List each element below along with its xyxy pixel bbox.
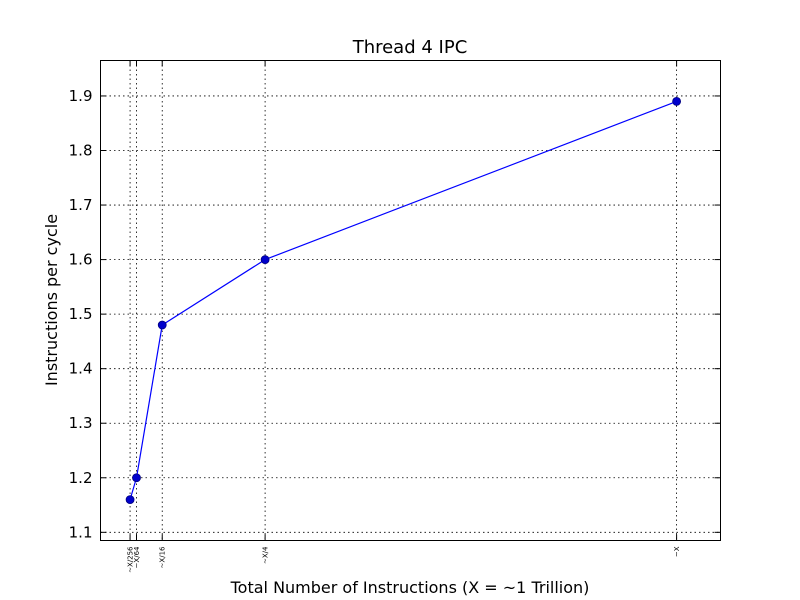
data-point (672, 97, 682, 106)
y-tick-label: 1.2 (69, 469, 93, 487)
grid-lines (100, 60, 721, 541)
y-axis-label: Instructions per cycle (42, 214, 61, 386)
y-tick-label: 1.8 (69, 142, 93, 160)
data-point (260, 255, 270, 264)
data-point (157, 320, 167, 330)
plot-frame (100, 60, 721, 541)
series-line (129, 100, 677, 500)
tick-labels: 1.1 1.2 1.3 1.4 1.5 1.6 1.7 1.8 1.9 ~X/256~X/64 ~X… (69, 87, 681, 573)
x-tick-label: ~X/16 (159, 546, 167, 568)
x-tick-label: ~X/4 (262, 546, 270, 564)
y-tick-label: 1.9 (69, 87, 93, 105)
x-axis-label: Total Number of Instructions (X = ~1 Tri… (230, 578, 590, 597)
x-tick-label: ~X/256 (127, 546, 135, 573)
y-tick-label: 1.7 (69, 196, 93, 214)
chart-title: Thread 4 IPC (352, 37, 468, 58)
data-point (125, 495, 135, 504)
data-point (132, 473, 141, 483)
data-series (125, 97, 682, 504)
axis-ticks (100, 60, 721, 541)
y-tick-label: 1.6 (69, 251, 93, 269)
y-tick-label: 1.3 (69, 414, 93, 432)
y-tick-label: 1.5 (69, 305, 93, 323)
x-tick-label: ~X (673, 546, 681, 557)
y-tick-label: 1.1 (69, 523, 93, 541)
x-tick-label: ~X/64 (133, 546, 141, 568)
y-tick-label: 1.4 (69, 360, 93, 378)
